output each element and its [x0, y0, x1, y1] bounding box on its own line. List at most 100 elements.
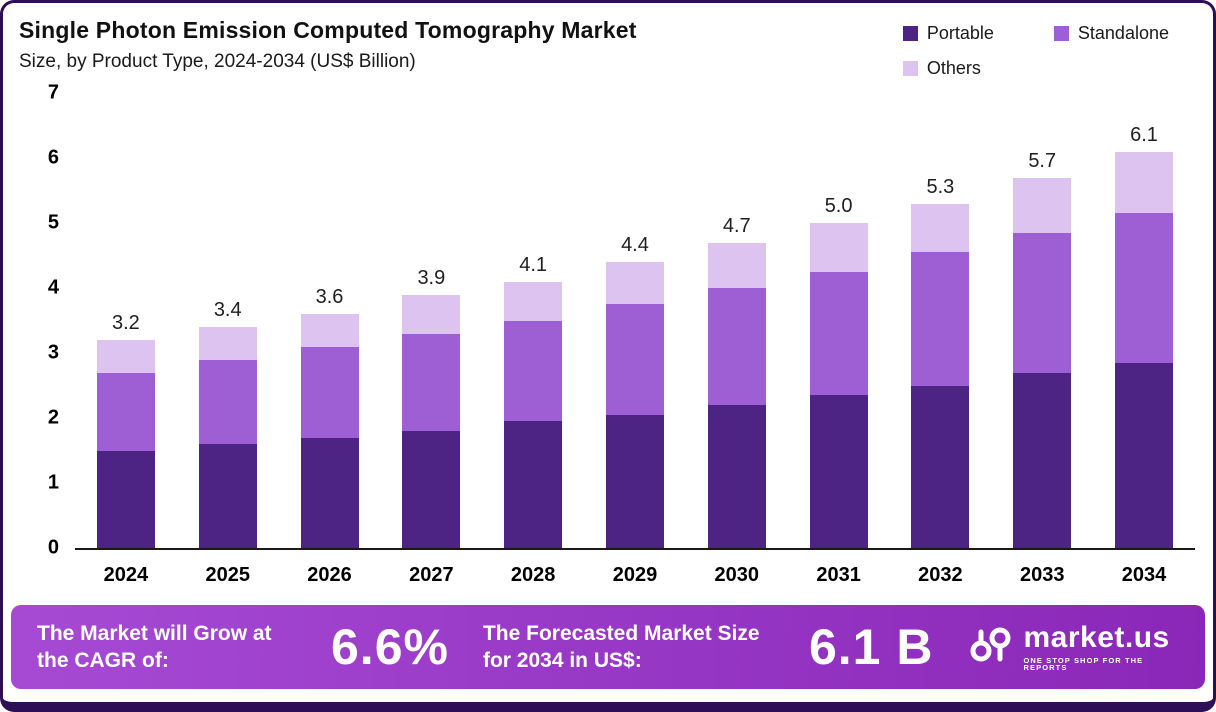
legend-swatch	[902, 26, 918, 41]
bar-column: 4.7	[686, 93, 788, 548]
y-tick-label: 6	[47, 146, 59, 169]
legend-item-others: Others	[902, 58, 994, 79]
segment-others	[605, 262, 664, 305]
segment-portable	[300, 437, 359, 548]
segment-portable	[911, 385, 970, 548]
segment-others	[402, 294, 461, 334]
x-axis-label: 2025	[205, 564, 250, 586]
segment-portable	[1115, 362, 1174, 548]
bar-column: 4.4	[584, 93, 686, 548]
x-axis-label: 2031	[816, 564, 861, 586]
segment-others	[1013, 177, 1072, 233]
forecast-value: 6.1 B	[808, 619, 934, 675]
bar-total-label: 4.4	[621, 234, 649, 256]
x-axis-label: 2026	[307, 564, 352, 586]
x-axis-label: 2033	[1019, 564, 1065, 586]
bar-total-label: 3.2	[112, 312, 140, 334]
segment-standalone	[198, 359, 257, 444]
brand-tagline: ONE STOP SHOP FOR THE REPORTS	[1023, 655, 1144, 672]
segment-portable	[504, 421, 563, 548]
bar-stack	[504, 281, 563, 548]
bar-column: 3.2	[75, 93, 177, 548]
x-axis: 2024 2025 2026 2027 2028 2029 2030 2031 2032 2033…	[75, 550, 1195, 597]
bar-stack	[96, 340, 155, 548]
bar-stack	[605, 262, 664, 548]
segment-others	[198, 327, 257, 360]
segment-portable	[605, 414, 664, 548]
x-axis-label: 2030	[714, 564, 760, 586]
segment-portable	[198, 444, 257, 548]
y-tick-label: 0	[47, 536, 59, 559]
legend-swatch	[1053, 26, 1069, 41]
y-tick-label: 2	[47, 406, 59, 429]
y-tick-label: 4	[47, 276, 59, 299]
y-tick-label: 7	[47, 81, 59, 104]
segment-standalone	[1115, 213, 1174, 363]
legend-label: Standalone	[1077, 23, 1169, 43]
bar-column: 3.4	[177, 93, 279, 548]
plot-area: 3.2 3.4 3.6 3.9 4.1 4.4 4.7 5.0 5.3 5.7 6.1	[75, 93, 1195, 550]
bar-stack	[911, 203, 970, 548]
legend-label: Portable	[926, 23, 994, 43]
bar-stack	[198, 327, 257, 548]
bar-column: 5.0	[788, 93, 890, 548]
segment-standalone	[402, 333, 461, 431]
y-tick-label: 3	[47, 341, 59, 364]
segment-standalone	[96, 372, 155, 451]
segment-standalone	[911, 252, 970, 386]
segment-portable	[96, 450, 155, 548]
segment-standalone	[504, 320, 563, 422]
bar-total-label: 6.1	[1130, 123, 1158, 146]
chart-subtitle: Size, by Product Type, 2024-2034 (US$ Bi…	[19, 51, 416, 72]
bar-stack	[300, 314, 359, 548]
chart: 0 1 2 3 4 5 6 7 3.2 3.4 3.6 3.9 4.1 4.4 4.7 5.0 5.3 5.7 6…	[3, 82, 1213, 559]
x-axis-label: 2027	[409, 564, 454, 586]
segment-others	[707, 242, 766, 288]
bar-column: 6.1	[1093, 93, 1195, 548]
legend: Portable Standalone Others	[902, 17, 1193, 79]
bar-stack	[1013, 177, 1072, 548]
segment-others	[96, 340, 155, 373]
legend-item-standalone: Standalone	[1053, 23, 1169, 44]
legend-swatch	[902, 61, 918, 76]
cagr-value: 6.6%	[331, 619, 449, 675]
x-axis-label: 2032	[918, 564, 963, 586]
footer-banner: The Market will Grow at the CAGR of: 6.6…	[11, 605, 1205, 689]
segment-portable	[809, 395, 868, 548]
bar-stack	[707, 242, 766, 548]
segment-portable	[1013, 372, 1072, 548]
x-axis-label: 2028	[510, 564, 556, 586]
title-block: Single Photon Emission Computed Tomograp…	[19, 17, 637, 73]
marketus-logo-icon	[967, 622, 1013, 673]
legend-item-portable: Portable	[902, 23, 994, 44]
header: Single Photon Emission Computed Tomograp…	[3, 3, 1213, 83]
forecast-label: The Forecasted Market Size for 2034 in U…	[482, 621, 760, 672]
x-axis-label: 2024	[103, 564, 149, 586]
bar-total-label: 5.0	[824, 195, 853, 217]
bar-total-label: 3.9	[417, 266, 446, 289]
y-tick-label: 1	[47, 471, 59, 494]
y-axis: 0 1 2 3 4 5 6 7	[17, 82, 75, 559]
brand-text: market.us ONE STOP SHOP FOR THE REPORTS	[1023, 622, 1179, 672]
segment-standalone	[300, 346, 359, 438]
chart-title: Single Photon Emission Computed Tomograp…	[19, 17, 637, 43]
bar-total-label: 4.1	[519, 253, 548, 276]
segment-portable	[707, 405, 766, 548]
bar-column: 4.1	[482, 93, 584, 548]
brand-block: market.us ONE STOP SHOP FOR THE REPORTS	[967, 622, 1179, 673]
bar-total-label: 3.4	[213, 299, 242, 321]
segment-standalone	[1013, 232, 1072, 373]
bar-column: 3.6	[279, 93, 381, 548]
bar-column: 5.3	[890, 93, 992, 548]
bar-column: 5.7	[991, 93, 1093, 548]
segment-others	[504, 281, 563, 321]
bar-stack	[809, 223, 868, 548]
bar-stack	[402, 294, 461, 548]
segment-standalone	[605, 304, 664, 415]
legend-label: Others	[926, 58, 981, 78]
bar-total-label: 5.3	[926, 175, 955, 198]
segment-standalone	[809, 271, 868, 396]
bar-total-label: 3.6	[315, 286, 344, 308]
x-axis-label: 2034	[1121, 564, 1167, 586]
